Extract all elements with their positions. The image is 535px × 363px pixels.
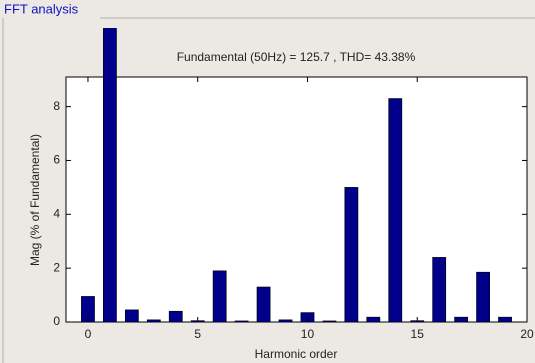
bar [476,271,490,323]
bar [498,316,512,323]
y-tick-label: 2 [53,260,60,274]
x-tick-label: 20 [520,327,534,341]
x-tick-label: 0 [85,327,92,341]
bar [146,319,161,323]
x-axis-label: Harmonic order [255,347,338,361]
x-tick-label: 10 [301,327,315,341]
plot-area [65,76,528,323]
bar [103,28,117,323]
x-tick-label: 15 [411,327,425,341]
y-tick-label: 6 [53,153,60,167]
panel-title: FFT analysis [4,1,79,16]
y-tick-label: 0 [53,314,60,328]
x-tick-label: 5 [194,327,201,341]
bar [124,309,139,323]
bar [278,319,293,323]
bar [344,187,359,323]
y-tick-label: 8 [53,99,60,113]
y-tick-label: 4 [53,206,60,220]
bar [212,270,227,323]
bar [454,316,469,323]
chart-title: Fundamental (50Hz) = 125.7 , THD= 43.38% [177,50,416,64]
y-axis-label: Mag (% of Fundamental) [28,134,42,266]
bar [256,286,271,323]
bar [234,320,249,323]
bar [388,98,403,323]
bar [366,316,381,323]
bar [322,320,337,323]
bar [432,257,447,323]
bar [168,310,183,323]
